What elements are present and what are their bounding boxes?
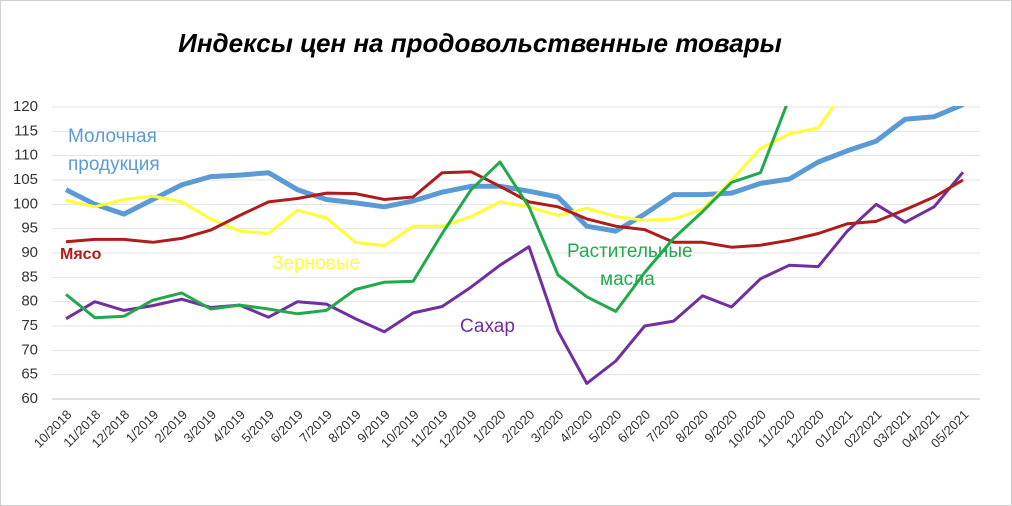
series-label: Мясо xyxy=(60,246,102,263)
series-line xyxy=(65,106,788,320)
chart-title: Индексы цен на продовольственные товары xyxy=(178,28,782,58)
y-tick-label: 100 xyxy=(13,195,38,212)
series-label: Молочная xyxy=(68,126,157,147)
series-label: масла xyxy=(600,269,655,290)
y-tick-label: 115 xyxy=(14,122,38,139)
series-label: Растительные xyxy=(567,241,693,262)
series-label: Сахар xyxy=(460,316,515,337)
y-tick-label: 90 xyxy=(21,244,38,261)
series-line xyxy=(65,106,836,248)
y-tick-label: 95 xyxy=(21,220,38,237)
y-tick-label: 110 xyxy=(14,147,38,164)
y-tick-label: 65 xyxy=(21,366,38,383)
y-tick-label: 75 xyxy=(21,317,38,334)
y-tick-label: 70 xyxy=(21,341,38,358)
series-label: Зерновые xyxy=(272,253,360,274)
series-line xyxy=(64,106,964,234)
series-label: продукция xyxy=(68,154,160,175)
series-line xyxy=(65,170,964,249)
y-tick-label: 120 xyxy=(13,98,38,115)
y-tick-label: 105 xyxy=(13,171,38,188)
y-tick-label: 80 xyxy=(21,293,38,310)
y-tick-label: 60 xyxy=(21,390,38,407)
plot-area xyxy=(64,106,965,385)
y-tick-label: 85 xyxy=(21,268,38,285)
